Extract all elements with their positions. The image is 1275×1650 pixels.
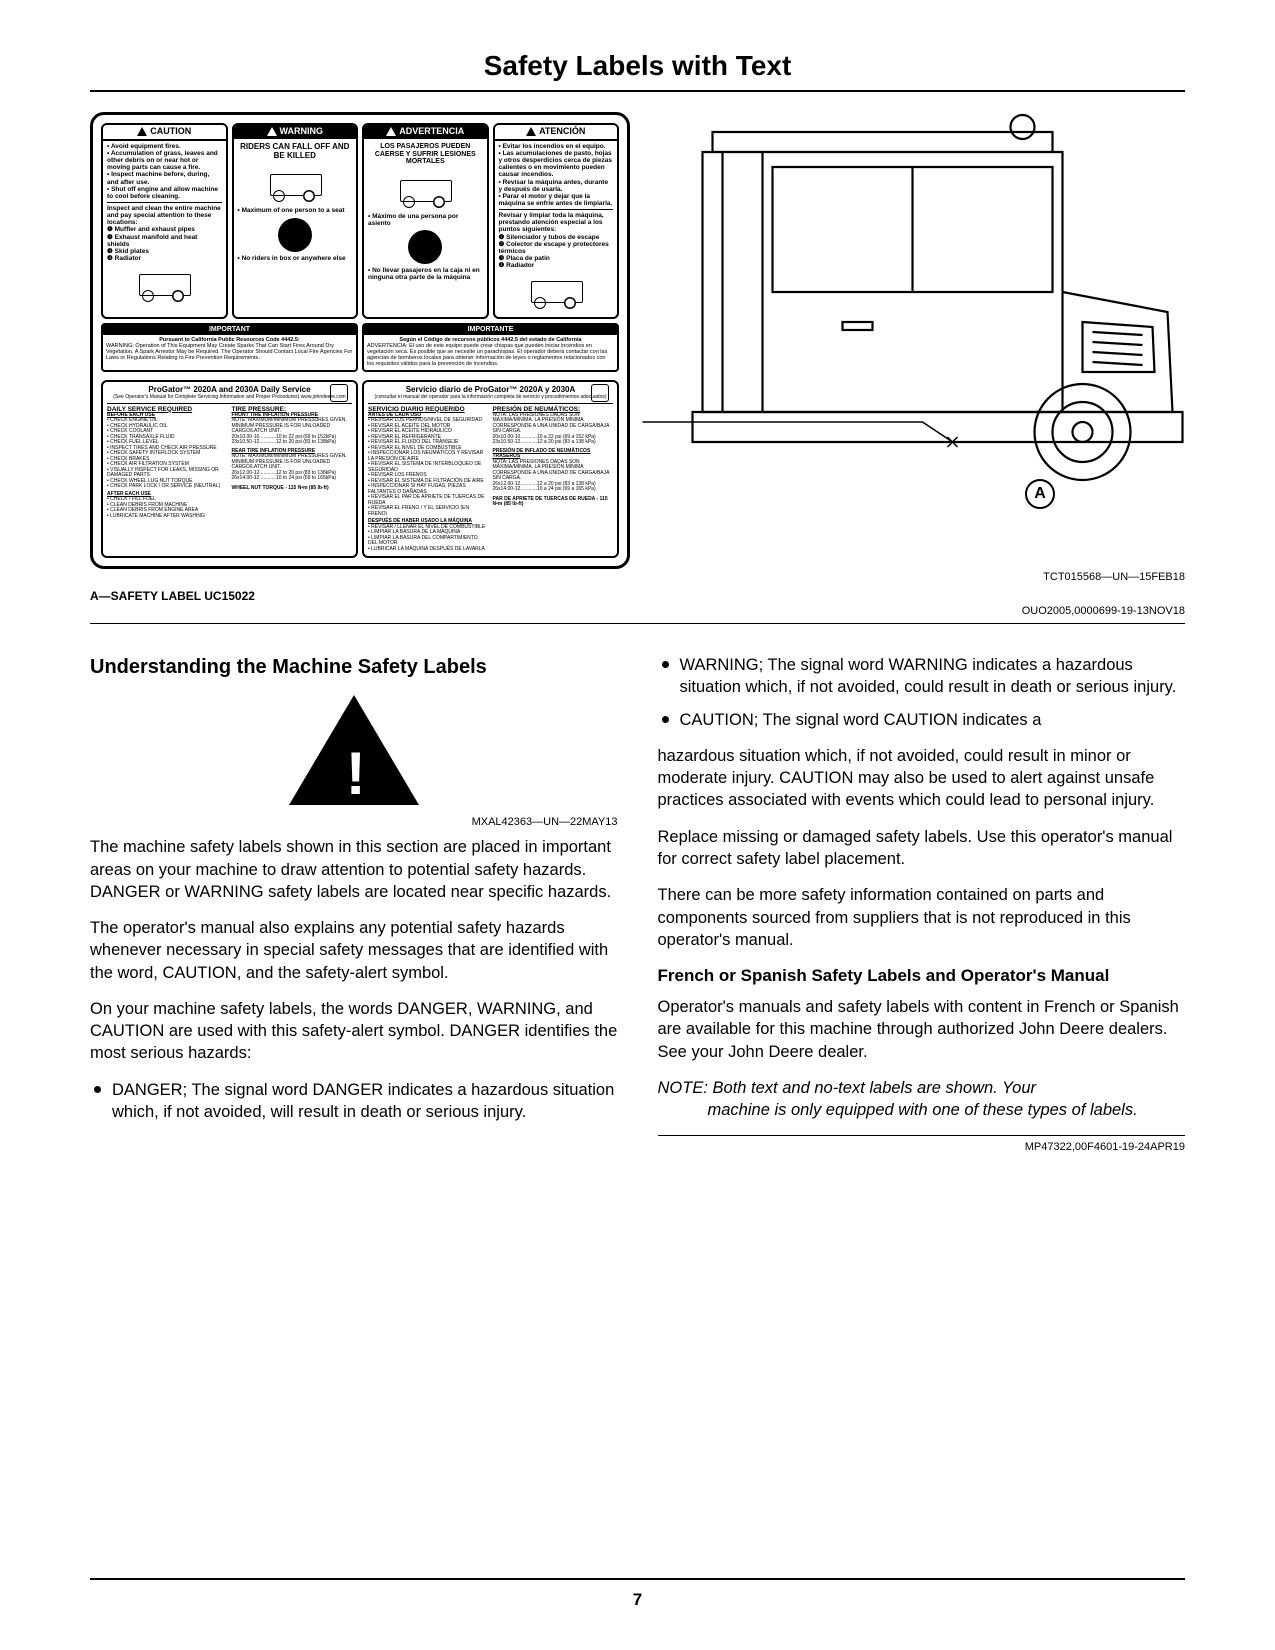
warning-triangle-block [90, 695, 618, 811]
mini-vehicle-icon [265, 164, 325, 204]
svc-en-after-items: • CHECK / FILL FUEL • CLEAN DEBRIS FROM … [107, 497, 228, 519]
para-7: Operator's manuals and safety labels wit… [658, 996, 1186, 1063]
para-6: There can be more safety information con… [658, 884, 1186, 951]
caution-en-inspect: Inspect and clean the entire machine and… [107, 202, 222, 226]
page-title: Safety Labels with Text [90, 50, 1185, 92]
para-1: The machine safety labels shown in this … [90, 836, 618, 903]
loc2es: Colector de escape y protectores térmico… [499, 241, 609, 255]
triangle-img-ref: MXAL42363—UN—22MAY13 [90, 815, 618, 830]
page-number: 7 [0, 1590, 1275, 1610]
warning-en-b1: • Maximum of one person to a seat [238, 207, 353, 214]
svc-es-rnote: NOTA: LAS PRESIONES DADAS SON MÁXIMA/MÍN… [493, 460, 614, 482]
loc2: Exhaust manifold and heat shields [107, 234, 197, 248]
vehicle-svg-icon [640, 112, 1185, 492]
section-end-ref: MP47322,00F4601-19-24APR19 [658, 1135, 1186, 1155]
para-2: The operator's manual also explains any … [90, 917, 618, 984]
note-first-line: Both text and no-text labels are shown. … [713, 1079, 1036, 1097]
svc-es-fp2: 23x10.50-12............12 a 20 psi (83 a… [493, 440, 614, 446]
callout-a: A [1025, 479, 1055, 509]
section-heading: Understanding the Machine Safety Labels [90, 654, 618, 681]
important-es-cell: IMPORTANTE Según el Código de recursos p… [362, 323, 619, 372]
para-4: hazardous situation which, if not avoide… [658, 745, 1186, 812]
caution-es-cell: ATENCIÓN • Evitar los incendios en el eq… [493, 123, 620, 319]
important-es-header: IMPORTANTE [364, 325, 617, 335]
warning-triangle-icon [289, 695, 419, 805]
jd-logo-icon [330, 384, 348, 402]
safety-label-panel: CAUTION • Avoid equipment fires. • Accum… [90, 112, 630, 569]
note-paragraph: NOTE: Both text and no-text labels are s… [658, 1077, 1186, 1122]
warning-en-header: WARNING [280, 127, 324, 137]
caution-es-bullets: • Evitar los incendios en el equipo. • L… [499, 143, 614, 207]
caution-es-inspect: Revisar y limpiar toda la máquina, prest… [499, 209, 614, 233]
service-es-sub: (consultar el manual del operador para l… [368, 395, 613, 401]
svc-en-torque: WHEEL NUT TORQUE - 115 N•m (85 lb-ft) [232, 486, 353, 492]
caution-en-header: CAUTION [150, 127, 191, 137]
list-item-caution: CAUTION; The signal word CAUTION indicat… [658, 709, 1186, 731]
svc-en-rp2: 26x14.00-12............10 to 24 psi (69 … [232, 476, 353, 482]
warning-es-header: ADVERTENCIA [399, 127, 464, 137]
figure-caption: A—SAFETY LABEL UC15022 [90, 589, 1185, 603]
svc-es-after-items: • REVISAR / LLENAR EL NIVEL DE COMBUSTIB… [368, 525, 489, 553]
loc4: Radiator [115, 255, 141, 262]
no-symbol-icon [408, 230, 442, 264]
svc-en-fp2: 23x10.50-12............12 to 20 psi (83 … [232, 440, 353, 446]
warning-en-line1: RIDERS CAN FALL OFF AND BE KILLED [238, 143, 353, 161]
warning-es-cell: ADVERTENCIA LOS PASAJEROS PUEDEN CAERSE … [362, 123, 489, 319]
important-en-header: IMPORTANT [103, 325, 356, 335]
figure-ref-bottom: OUO2005,0000699-19-13NOV18 [90, 605, 1185, 624]
subheading-french-spanish: French or Spanish Safety Labels and Oper… [658, 965, 1186, 988]
note-label: NOTE: [658, 1079, 713, 1097]
footer-rule [90, 1578, 1185, 1580]
svc-en-before-items: • CHECK ENGINE OIL • CHECK HYDRAULIC OIL… [107, 418, 228, 490]
svc-es-before-items: • REVISAR LOS PERNOS/NIVEL DE SEGURIDAD … [368, 418, 489, 517]
figure-area: CAUTION • Avoid equipment fires. • Accum… [90, 112, 1185, 624]
loc3: Skid plates [115, 248, 149, 255]
service-en-panel: ProGator™ 2020A and 2030A Daily Service … [101, 380, 358, 558]
warning-en-cell: WARNING RIDERS CAN FALL OFF AND BE KILLE… [232, 123, 359, 319]
important-en-body: WARNING: Operation of This Equipment May… [106, 343, 353, 361]
svc-es-fnote: NOTA: LAS PRESIONES DADAS SON MÁXIMA/MÍN… [493, 413, 614, 435]
important-es-body: ADVERTENCIA: El uso de este equipo puede… [367, 343, 614, 367]
warning-es-b1: • Máximo de una persona por asiento [368, 213, 483, 227]
note-body: machine is only equipped with one of the… [658, 1099, 1186, 1121]
loc1es: Silenciador y tubos de escape [506, 234, 599, 241]
mini-vehicle-icon [134, 264, 194, 304]
body-columns: Understanding the Machine Safety Labels … [90, 654, 1185, 1155]
service-en-sub: (See Operator's Manual for Complete Serv… [107, 395, 352, 401]
service-es-title: Servicio diario de ProGator™ 2020A y 203… [406, 385, 576, 394]
warning-es-line1: LOS PASAJEROS PUEDEN CAERSE Y SUFRIR LES… [368, 143, 483, 166]
svc-es-rp2: 26x14.00-12............10 a 24 psi (69 a… [493, 487, 614, 493]
loc3es: Placa de patín [506, 255, 550, 262]
jd-logo-icon [591, 384, 609, 402]
no-symbol-icon [278, 218, 312, 252]
list-item-danger: DANGER; The signal word DANGER indicates… [90, 1079, 618, 1124]
caution-en-bullets: • Avoid equipment fires. • Accumulation … [107, 143, 222, 200]
service-en-title: ProGator™ 2020A and 2030A Daily Service [148, 385, 310, 394]
mini-vehicle-icon [526, 271, 586, 311]
para-3: On your machine safety labels, the words… [90, 998, 618, 1065]
warning-es-b2: • No llevar pasajeros en la caja ni en n… [368, 267, 483, 281]
list-item-warning: WARNING; The signal word WARNING indicat… [658, 654, 1186, 699]
svc-es-torque: PAR DE APRIETE DE TUERCAS DE RUEDA - 115… [493, 497, 614, 508]
mini-vehicle-icon [395, 170, 455, 210]
svc-en-fnote: NOTE: MAXIMUM/MINIMUM PRESSURES GIVEN. M… [232, 418, 353, 435]
warning-en-b2: • No riders in box or anywhere else [238, 255, 353, 262]
loc4es: Radiador [506, 262, 534, 269]
important-en-cell: IMPORTANT Pursuant to California Public … [101, 323, 358, 372]
para-5: Replace missing or damaged safety labels… [658, 826, 1186, 871]
vehicle-drawing: A [640, 112, 1185, 569]
service-es-panel: Servicio diario de ProGator™ 2020A y 203… [362, 380, 619, 558]
loc1: Muffler and exhaust pipes [115, 226, 195, 233]
caution-en-cell: CAUTION • Avoid equipment fires. • Accum… [101, 123, 228, 319]
figure-ref-top: TCT015568—UN—15FEB18 [90, 571, 1185, 583]
svc-en-rnote: NOTE: MAXIMUM/MINIMUM PRESSURES GIVEN. M… [232, 454, 353, 471]
svc-es-rear: PRESIÓN DE INFLADO DE NEUMÁTICOS TRASERO… [493, 449, 614, 460]
caution-es-header: ATENCIÓN [539, 127, 585, 137]
